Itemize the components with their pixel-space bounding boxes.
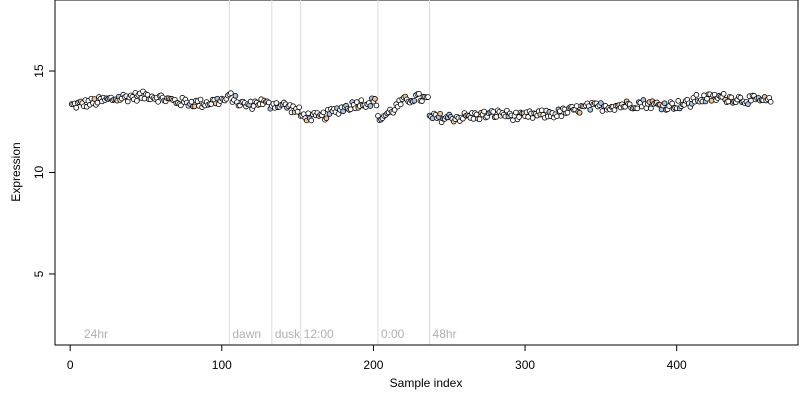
x-axis: 0 100 200 300 400 [67,344,687,372]
data-point [91,96,98,102]
data-point [513,109,519,116]
data-point [720,91,727,97]
y-tick-label: 15 [32,64,46,78]
data-point [470,116,477,122]
vertical-marker-labels: dawn dusk 12:00 0:00 48hr [232,327,456,341]
y-axis: 5 10 15 [32,64,56,277]
x-tick-label: 400 [667,358,687,372]
data-point [425,94,431,100]
data-point [178,102,184,109]
data-point [675,98,682,104]
data-point [197,96,204,103]
data-point [745,101,751,107]
x-tick-label: 100 [212,358,232,372]
data-point [767,99,774,105]
y-tick-label: 5 [32,270,46,277]
corner-label: 24hr [84,327,108,341]
data-point [247,98,254,105]
data-point [155,99,161,105]
data-point [693,92,700,98]
data-point [587,107,594,113]
data-point [134,98,140,104]
data-point [558,113,565,119]
vertical-marker-label: dawn [232,327,261,341]
data-point [599,108,606,114]
x-tick-label: 0 [67,358,74,372]
data-point [708,97,715,104]
data-point [397,101,404,108]
data-point [347,106,354,113]
data-points [68,88,774,126]
data-point [648,105,654,112]
data-point [573,103,580,109]
data-point [372,96,378,102]
data-point [416,90,422,97]
data-point [437,110,443,117]
data-point [476,116,483,122]
data-point [704,95,710,102]
x-axis-label: Sample index [390,376,463,390]
data-point [367,103,374,109]
data-point [411,98,418,104]
data-point [493,114,500,120]
data-point [191,103,198,110]
data-point [481,108,487,115]
data-point [308,117,315,124]
data-point [323,115,330,122]
x-tick-label: 300 [515,358,535,372]
data-point [634,105,641,112]
data-point [353,99,360,105]
data-point [228,90,234,96]
data-point [490,109,497,115]
data-point [554,113,560,119]
data-point [748,97,754,104]
data-point [373,102,380,109]
vertical-marker-label: 0:00 [381,327,405,341]
data-point [340,108,346,115]
data-point [564,109,571,116]
data-point [728,94,735,101]
data-point [73,105,80,111]
data-point [725,98,732,105]
data-point [358,97,365,103]
data-point [576,109,583,116]
x-tick-label: 200 [363,358,383,372]
vertical-marker-label: 48hr [433,327,457,341]
vertical-marker-label: 12:00 [304,327,334,341]
data-point [669,100,675,107]
data-point [598,100,604,106]
plot-frame [54,0,799,346]
y-tick-label: 10 [32,166,46,180]
vertical-marker-lines [228,0,431,345]
data-point [305,110,312,117]
data-point [188,98,195,105]
vertical-marker-label: dusk [275,327,301,341]
data-point [538,107,545,114]
y-axis-label: Expression [9,142,23,201]
data-point [296,104,302,111]
data-point [320,109,327,116]
data-point [232,93,239,99]
data-point [661,100,668,107]
